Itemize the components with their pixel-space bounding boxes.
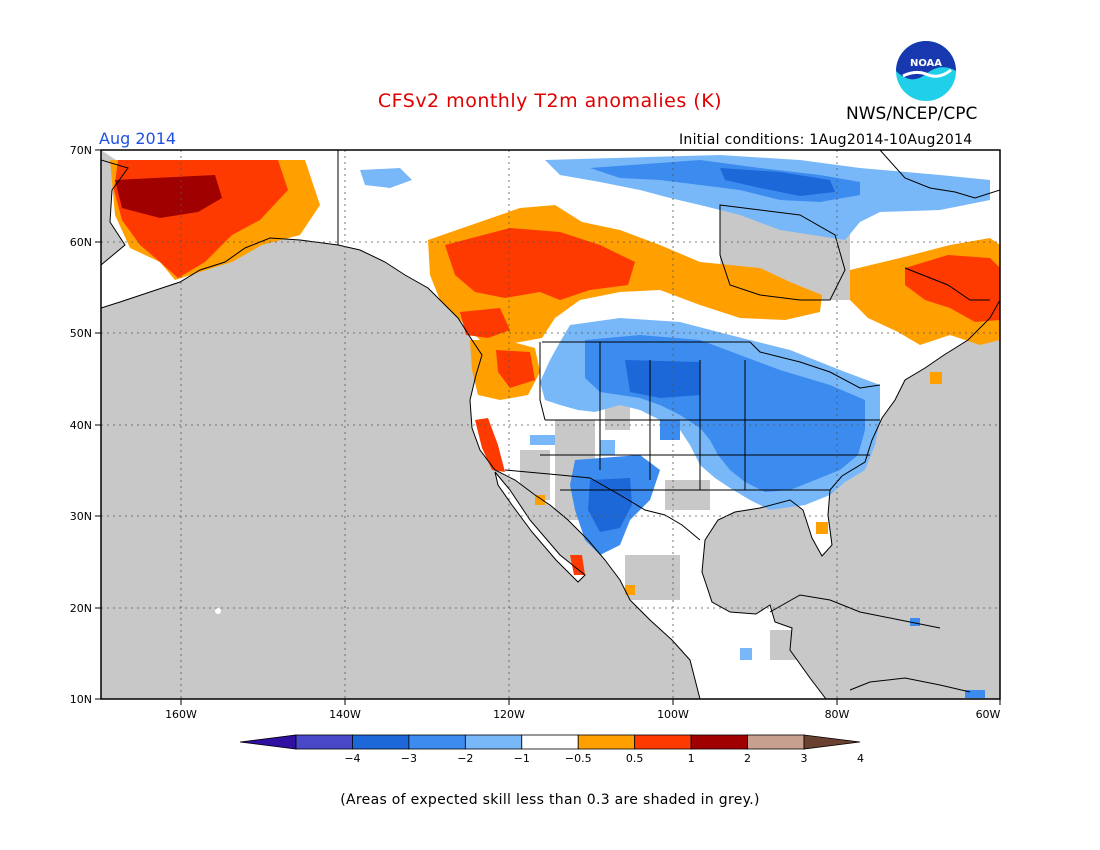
- noaa-logo: NOAA: [896, 41, 956, 101]
- colorbar-label: −3: [401, 752, 417, 765]
- colorbar: −4 −3 −2 −1 −0.5 0.5 1 2 3 4: [239, 734, 864, 765]
- lon-label-100w: 100W: [657, 708, 689, 721]
- lon-label-160w: 160W: [165, 708, 197, 721]
- colorbar-upper-arrow: [803, 734, 861, 750]
- colorbar-label: 0.5: [626, 752, 644, 765]
- longitude-axis: [180, 699, 1001, 705]
- colorbar-box: [464, 734, 523, 750]
- lon-label-120w: 120W: [493, 708, 525, 721]
- lat-label-20n: 20N: [70, 602, 92, 615]
- colorbar-label: 4: [857, 752, 864, 765]
- forecast-month: Aug 2014: [99, 129, 177, 148]
- colorbar-box: [408, 734, 466, 750]
- colorbar-box: [521, 734, 579, 750]
- footnote: (Areas of expected skill less than 0.3 a…: [340, 792, 760, 808]
- colorbar-label: −1: [514, 752, 530, 765]
- warm-anomaly-areas: [110, 160, 1000, 595]
- lat-label-70n: 70N: [70, 144, 92, 157]
- organization-label: NWS/NCEP/CPC: [846, 104, 978, 124]
- lat-label-10n: 10N: [70, 693, 92, 706]
- lon-label-60w: 60W: [976, 708, 1001, 721]
- hawaii-island: [215, 608, 221, 614]
- graticule: [101, 150, 1000, 699]
- colorbar-box: [577, 734, 636, 750]
- lat-label-30n: 30N: [70, 510, 92, 523]
- colorbar-box: [634, 734, 692, 750]
- land-and-anomalies: [101, 150, 1000, 699]
- colorbar-label: 1: [688, 752, 695, 765]
- colorbar-box: [690, 734, 748, 750]
- colorbar-label: −0.5: [565, 752, 592, 765]
- coastlines-and-borders: [101, 150, 1000, 699]
- noaa-logo-text: NOAA: [910, 58, 942, 69]
- colorbar-label: −4: [344, 752, 360, 765]
- map-title: CFSv2 monthly T2m anomalies (K): [377, 90, 723, 112]
- lat-label-50n: 50N: [70, 327, 92, 340]
- colorbar-box: [352, 734, 410, 750]
- colorbar-label: −2: [457, 752, 473, 765]
- colorbar-lower-arrow: [239, 734, 297, 750]
- colorbar-label: 2: [744, 752, 751, 765]
- lon-label-140w: 140W: [329, 708, 361, 721]
- colorbar-label: 3: [801, 752, 808, 765]
- initial-conditions: Initial conditions: 1Aug2014-10Aug2014: [679, 132, 973, 148]
- latitude-axis: [95, 149, 101, 700]
- cold-anomaly-areas: [360, 155, 990, 698]
- lat-label-40n: 40N: [70, 419, 92, 432]
- lat-label-60n: 60N: [70, 236, 92, 249]
- colorbar-box: [747, 734, 805, 750]
- colorbar-box: [295, 734, 353, 750]
- lon-label-80w: 80W: [825, 708, 850, 721]
